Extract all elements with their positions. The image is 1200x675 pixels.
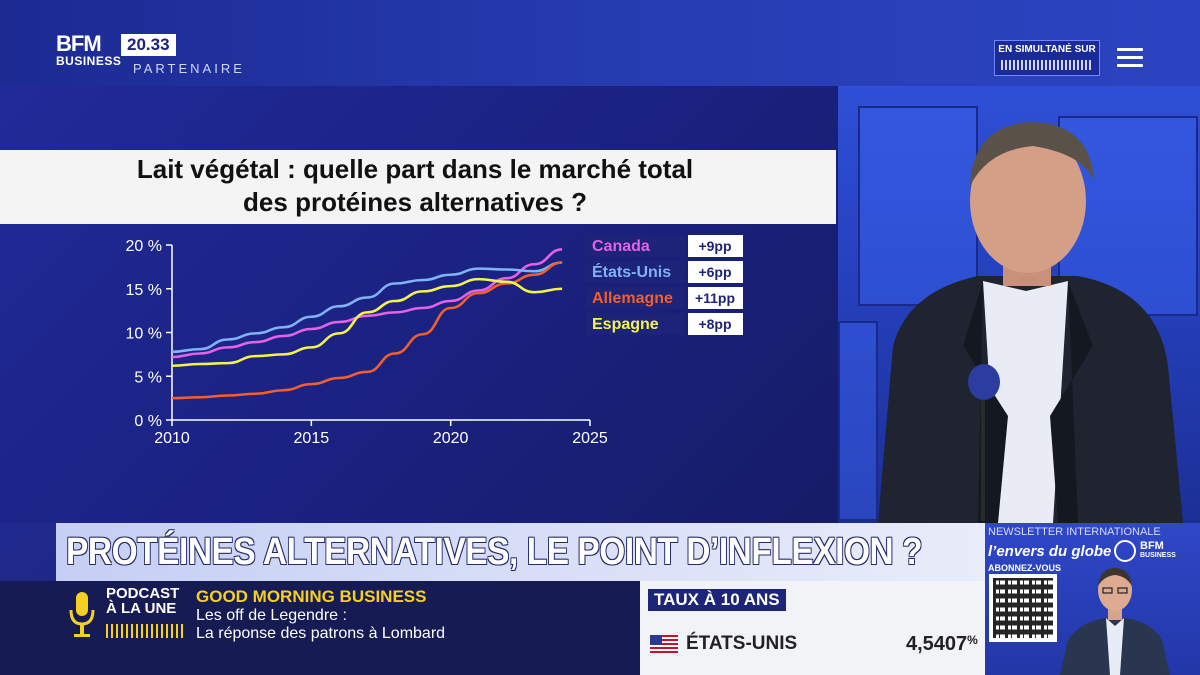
newsletter-title: l’envers du globe: [988, 543, 1112, 560]
newsletter-subscribe: ABONNEZ-VOUS: [988, 563, 1062, 573]
studio-screen-bottom: [838, 321, 878, 521]
podcast-wave-icon: [106, 624, 184, 638]
chart-title-bar: [0, 150, 836, 224]
show-title: GOOD MORNING BUSINESS: [196, 587, 427, 606]
legend-label: États-Unis: [592, 262, 671, 281]
guest-silhouette: [878, 122, 1183, 523]
qr-code[interactable]: [989, 574, 1057, 642]
rate-country: ÉTATS-UNIS: [686, 633, 798, 654]
legend-change: +8pp: [698, 316, 731, 332]
series-line-espagne: [171, 277, 563, 368]
rate-number: 4,5407: [906, 633, 968, 655]
podcast-label-line2: À LA UNE: [106, 600, 177, 617]
headline-text: PROTÉINES ALTERNATIVES, LE POINT D’INFLE…: [66, 531, 923, 573]
x-tick-label: 2025: [572, 430, 608, 447]
show-line2: La réponse des patrons à Lombard: [196, 625, 446, 642]
legend-change-box: [688, 261, 743, 283]
audio-wave-icon: [1001, 60, 1093, 70]
rates-title: TAUX À 10 ANS: [648, 589, 786, 611]
newsletter-brand-line1: BFM: [1140, 540, 1164, 552]
newsletter-brand: BFM BUSINESS: [1140, 541, 1176, 561]
newsletter-label: NEWSLETTER INTERNATIONALE: [988, 526, 1161, 538]
legend-change-box: [688, 287, 743, 309]
show-line1: Les off de Legendre :: [196, 607, 347, 624]
y-tick-label: 5 %: [134, 369, 162, 386]
legend-name-box: [585, 287, 685, 309]
chart-title-line2: des protéines alternatives ?: [243, 187, 587, 217]
chart-title-line1: Lait végétal : quelle part dans le march…: [136, 154, 694, 184]
legend-name-box: [585, 235, 685, 257]
series-line-canada: [171, 248, 563, 359]
presenter-photo: [1060, 568, 1170, 675]
legend-change-box: [688, 313, 743, 335]
y-tick-label: 10 %: [126, 326, 162, 343]
legend-change-box: [688, 235, 743, 257]
series-line-allemagne: [171, 261, 563, 400]
x-tick-label: 2010: [154, 430, 190, 447]
podcast-label: PODCAST À LA UNE: [106, 586, 179, 616]
simulcast-button[interactable]: EN SIMULTANÉ SUR: [994, 40, 1100, 76]
y-tick-label: 15 %: [126, 282, 162, 299]
podcast-label-line1: PODCAST: [106, 585, 180, 602]
simulcast-label: EN SIMULTANÉ SUR: [998, 44, 1096, 55]
clock: 20.33: [121, 34, 176, 56]
us-flag-icon: [650, 635, 678, 653]
legend-label: Espagne: [592, 316, 659, 333]
y-tick-label: 20 %: [126, 238, 162, 255]
legend-name-box: [585, 261, 685, 283]
x-tick-label: 2020: [433, 430, 469, 447]
chart-title: Lait végétal : quelle part dans le march…: [80, 153, 750, 219]
microphone-icon: [69, 592, 95, 637]
newsletter-brand-line2: BUSINESS: [1140, 552, 1176, 559]
series-line-tatsunis: [171, 261, 563, 354]
x-tick-label: 2015: [294, 430, 330, 447]
rate-unit: %: [967, 633, 978, 647]
y-tick-label: 0 %: [134, 413, 162, 430]
line-chart: 0 % 5 % 10 % 15 % 20 % 2010 2015 2020 2025 Canada…: [126, 235, 743, 447]
partner-label: PARTENAIRE: [133, 61, 245, 76]
headline-banner: PROTÉINES ALTERNATIVES, LE POINT D’INFLE…: [56, 523, 985, 581]
channel-logo: BFM BUSINESS: [56, 31, 122, 69]
logo-line1: BFM: [56, 31, 102, 56]
legend-label: Canada: [592, 238, 650, 255]
legend-change: +9pp: [698, 238, 731, 254]
legend-name-box: [585, 313, 685, 335]
studio-video: [838, 86, 1200, 523]
legend-change: +6pp: [698, 264, 731, 280]
hamburger-menu-icon[interactable]: [1117, 48, 1143, 70]
logo-line2: BUSINESS: [56, 54, 122, 68]
rate-value: 4,5407%: [906, 633, 978, 656]
legend-label: Allemagne: [592, 290, 673, 307]
globe-icon: [1114, 540, 1136, 562]
legend-change: +11pp: [695, 290, 735, 306]
